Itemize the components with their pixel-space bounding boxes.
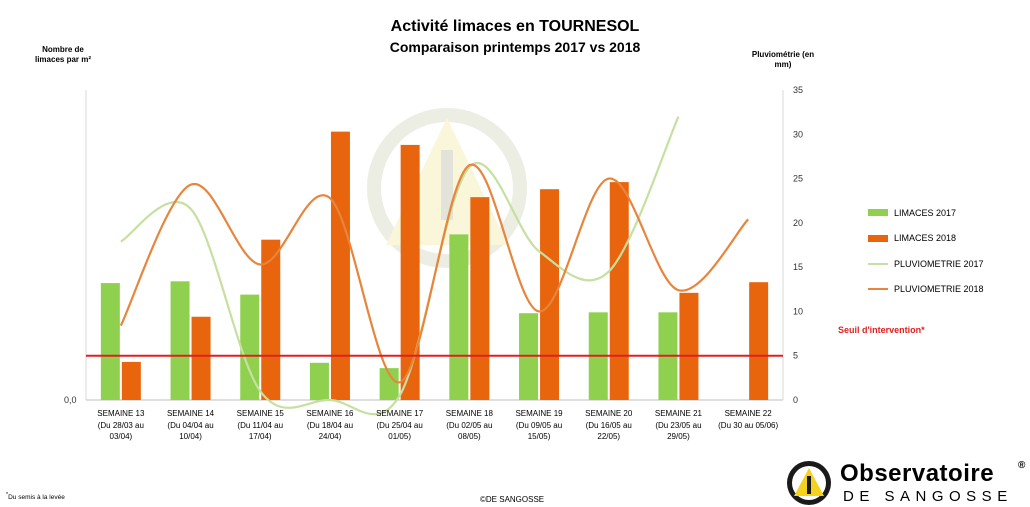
bar-limaces-2018 bbox=[121, 361, 141, 400]
x-tick-date: 22/05) bbox=[597, 432, 620, 441]
x-tick-date: 10/04) bbox=[179, 432, 202, 441]
logo-registered-mark: ® bbox=[1018, 460, 1026, 471]
x-tick-label: SEMAINE 21 bbox=[655, 409, 703, 418]
observatoire-logo-icon bbox=[787, 461, 831, 505]
legend-swatch bbox=[868, 262, 888, 265]
bar-limaces-2017 bbox=[170, 281, 190, 400]
x-tick-date: 08/05) bbox=[458, 432, 481, 441]
y-right-tick-label: 35 bbox=[793, 85, 803, 95]
bar-limaces-2017 bbox=[449, 234, 469, 400]
x-tick-date: (Du 25/04 au bbox=[377, 421, 423, 430]
observatoire-logo: Observatoire ® DE SANGOSSE bbox=[786, 458, 1026, 506]
x-tick-date: (Du 04/04 au bbox=[167, 421, 213, 430]
copyright: ©DE SANGOSSE bbox=[480, 495, 545, 504]
x-tick-label: SEMAINE 16 bbox=[306, 409, 354, 418]
legend-item-limaces-2017: LIMACES 2017 bbox=[868, 200, 984, 226]
legend-label: LIMACES 2018 bbox=[894, 233, 957, 244]
bar-limaces-2017 bbox=[309, 362, 329, 400]
x-tick-label: SEMAINE 20 bbox=[585, 409, 633, 418]
y-right-tick-label: 5 bbox=[793, 351, 798, 361]
legend-label: LIMACES 2017 bbox=[894, 207, 957, 218]
x-tick-date: (Du 11/04 au bbox=[237, 421, 283, 430]
legend-swatch bbox=[868, 209, 888, 217]
x-tick-date: (Du 16/05 au bbox=[586, 421, 632, 430]
legend-label: PLUVIOMETRIE 2017 bbox=[894, 258, 984, 269]
footnote: *Du semis à la levée bbox=[6, 492, 65, 502]
x-tick-date: (Du 30 au 05/06) bbox=[718, 421, 778, 430]
y-right-tick-label: 25 bbox=[793, 174, 803, 184]
y-axis-right-title: Pluviométrie (en mm) bbox=[751, 50, 815, 69]
bar-limaces-2018 bbox=[191, 316, 211, 400]
line-pluviometrie-2017 bbox=[120, 116, 680, 416]
category-labels: SEMAINE 13 (Du 28/03 au 03/04) SEMAINE 14 (D… bbox=[97, 409, 778, 441]
footnote-text: Du semis à la levée bbox=[8, 494, 65, 502]
chart-subtitle: Comparaison printemps 2017 vs 2018 bbox=[389, 39, 641, 55]
bar-series-group bbox=[100, 131, 769, 400]
x-tick-label: SEMAINE 19 bbox=[515, 409, 563, 418]
legend-item-pluvio-2018: PLUVIOMETRIE 2018 bbox=[868, 277, 984, 303]
x-tick-date: 17/04) bbox=[249, 432, 272, 441]
x-tick-label: SEMAINE 13 bbox=[97, 409, 145, 418]
x-tick-date: (Du 18/04 au bbox=[307, 421, 353, 430]
bar-limaces-2018 bbox=[749, 282, 769, 400]
bar-limaces-2018 bbox=[470, 197, 490, 400]
x-tick-date: (Du 02/05 au bbox=[446, 421, 492, 430]
x-tick-date: (Du 28/03 au bbox=[98, 421, 144, 430]
bar-limaces-2018 bbox=[609, 182, 629, 400]
y-axis-left-title: Nombre de limaces par m² bbox=[34, 45, 92, 64]
legend-item-pluvio-2017: PLUVIOMETRIE 2017 bbox=[868, 251, 984, 277]
y-left-tick-label: 0,0 bbox=[64, 395, 77, 405]
bar-limaces-2018 bbox=[540, 189, 560, 400]
line-pluviometrie-2018 bbox=[119, 163, 749, 384]
x-tick-date: 24/04) bbox=[319, 432, 342, 441]
bar-limaces-2017 bbox=[379, 368, 399, 400]
chart-legend: LIMACES 2017 LIMACES 2018 PLUVIOMETRIE 2… bbox=[868, 200, 984, 302]
bar-limaces-2018 bbox=[679, 292, 699, 400]
x-tick-label: SEMAINE 14 bbox=[167, 409, 215, 418]
x-tick-label: SEMAINE 22 bbox=[725, 409, 773, 418]
x-tick-date: (Du 09/05 au bbox=[516, 421, 562, 430]
x-tick-date: (Du 23/05 au bbox=[655, 421, 701, 430]
bar-limaces-2018 bbox=[261, 239, 281, 400]
y-right-tick-label: 15 bbox=[793, 262, 803, 272]
x-tick-label: SEMAINE 18 bbox=[446, 409, 494, 418]
threshold-label: Seuil d'intervention* bbox=[838, 325, 925, 335]
logo-line1: Observatoire bbox=[840, 460, 995, 487]
y-right-tick-label: 0 bbox=[793, 395, 798, 405]
x-tick-label: SEMAINE 17 bbox=[376, 409, 424, 418]
legend-swatch bbox=[868, 288, 888, 291]
bar-limaces-2017 bbox=[240, 294, 260, 400]
y-right-tick-label: 20 bbox=[793, 218, 803, 228]
x-tick-date: 15/05) bbox=[528, 432, 551, 441]
x-tick-date: 29/05) bbox=[667, 432, 690, 441]
x-tick-date: 01/05) bbox=[388, 432, 411, 441]
legend-swatch bbox=[868, 234, 888, 242]
line-series-group bbox=[119, 116, 749, 416]
watermark-logo bbox=[367, 108, 527, 268]
legend-label: PLUVIOMETRIE 2018 bbox=[894, 284, 984, 295]
bar-limaces-2018 bbox=[400, 144, 420, 400]
legend-item-limaces-2018: LIMACES 2018 bbox=[868, 226, 984, 252]
x-tick-label: SEMAINE 15 bbox=[237, 409, 285, 418]
bar-limaces-2017 bbox=[100, 283, 120, 400]
y-right-tick-label: 30 bbox=[793, 129, 803, 139]
y-right-tick-label: 10 bbox=[793, 306, 803, 316]
logo-line2: DE SANGOSSE bbox=[843, 488, 1013, 505]
x-tick-date: 03/04) bbox=[110, 432, 133, 441]
bar-limaces-2018 bbox=[330, 131, 350, 400]
chart-title: Activité limaces en TOURNESOL bbox=[390, 18, 640, 35]
